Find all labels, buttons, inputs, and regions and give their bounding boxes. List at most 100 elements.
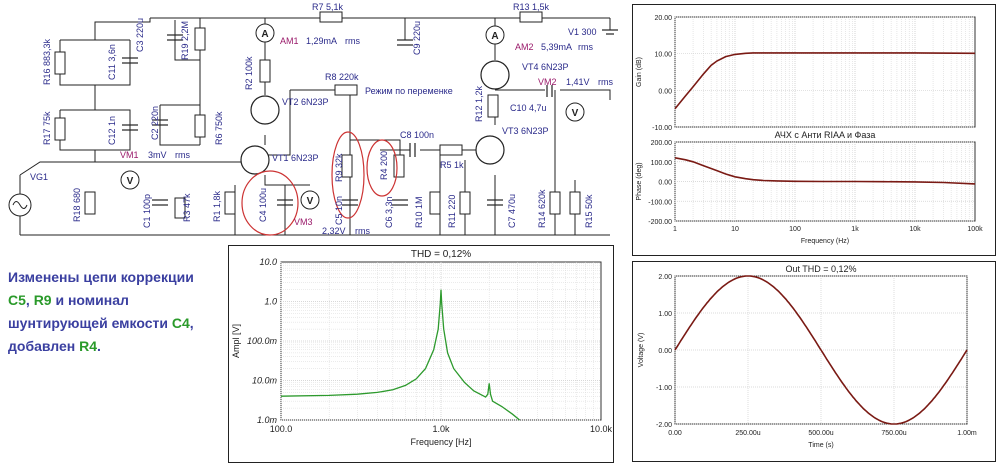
correction-note: Изменены цепи коррекции C5, R9 и номинал…	[8, 266, 223, 358]
note-r4: R4	[79, 338, 98, 354]
x-tick-label: 1.00m	[957, 430, 977, 437]
note-line-4: добавлен R4.	[8, 335, 223, 358]
phase-series-line	[674, 157, 976, 185]
y-tick-label: 1.00	[658, 311, 672, 318]
y-axis-label: Ampl [V]	[231, 324, 241, 358]
output-panel: 0.00 250.00u 500.00u 750.00u 1.00m 2.00 1.00 0.…	[632, 261, 996, 462]
x-tick-label: 100k	[967, 226, 983, 233]
note-c4: C4	[171, 315, 190, 331]
label-r13: R13 1,5k	[513, 2, 550, 12]
y-tick-label: -1.00	[656, 385, 672, 392]
thd-spectrum-chart: 100.0 1.0k 10.0k 10.0 1.0 100.0m 10.0m 1.0m THD …	[231, 249, 613, 447]
label-c6: C6 3,3n	[384, 196, 394, 228]
label-vm1: VM1	[120, 150, 139, 160]
note-dot: .	[97, 338, 101, 354]
x-tick-label: 100	[789, 226, 801, 233]
thd-spectrum-panel: 100.0 1.0k 10.0k 10.0 1.0 100.0m 10.0m 1.0m THD …	[228, 245, 614, 463]
x-tick-label: 10	[731, 226, 739, 233]
x-tick-label: 1	[673, 226, 677, 233]
label-c2: C2 220n	[150, 106, 160, 140]
x-tick-label: 250.00u	[735, 430, 760, 437]
y-axis-label: Voltage (V)	[638, 333, 645, 368]
label-vm2: VM2	[538, 77, 557, 87]
highlight-r4	[366, 139, 398, 197]
vm2-glyph: V	[572, 108, 579, 119]
label-v1: V1 300	[568, 27, 597, 37]
label-am1: AM1	[280, 36, 299, 46]
note-line-3-text: шунтирующей емкости	[8, 315, 168, 331]
am1-glyph: A	[261, 29, 268, 40]
y-tick-label: -2.00	[656, 422, 672, 429]
label-r18: R18 680	[72, 188, 82, 222]
highlight-r9-c5	[331, 131, 365, 219]
note-line-2-rest: и номинал	[51, 292, 129, 308]
label-r16: R16 883,3k	[42, 38, 52, 85]
label-c7: C7 470u	[507, 194, 517, 228]
output-series-line	[674, 275, 968, 425]
label-r19: R19 2,2M	[180, 21, 190, 60]
label-vg1: VG1	[30, 172, 48, 182]
gain-y-tick-label: -10.00	[652, 125, 672, 132]
label-am2: AM2	[515, 42, 534, 52]
label-c4: C4 100u	[258, 188, 268, 222]
label-vm3-unit: rms	[355, 226, 370, 236]
label-am2-unit: rms	[578, 42, 593, 52]
bode-title: АЧХ с Анти RIAA и Фаза	[775, 130, 876, 140]
label-r5: R5 1k	[440, 160, 464, 170]
x-axis-label: Time (s)	[808, 442, 833, 449]
phase-y-tick-label: 200.00	[651, 140, 673, 147]
sine-source-icon	[12, 201, 28, 209]
gain-y-tick-label: 20.00	[654, 15, 672, 22]
label-r11: R11 220	[447, 195, 457, 228]
label-r4: R4 200	[379, 151, 389, 180]
label-vt4: VT4 6N23P	[522, 62, 569, 72]
label-r1: R1 1,8k	[212, 190, 222, 222]
label-vt1: VT1 6N23P	[272, 153, 319, 163]
label-r2: R2 100k	[244, 56, 254, 90]
label-mode: Режим по переменке	[365, 86, 453, 96]
gain-y-axis-label: Gain (dB)	[636, 57, 643, 87]
y-tick-label: 10.0	[259, 257, 277, 267]
label-am1-value: 1,29mA	[306, 36, 337, 46]
phase-y-tick-label: -200.00	[648, 219, 672, 226]
label-r10: R10 1M	[414, 196, 424, 228]
x-tick-label: 1k	[851, 226, 859, 233]
label-c9: C9 220u	[412, 21, 422, 55]
x-tick-label: 750.00u	[881, 430, 906, 437]
label-vm2-value: 1,41V	[566, 77, 590, 87]
label-r9: R9 32k	[334, 153, 344, 182]
y-tick-label: 10.0m	[252, 376, 278, 386]
label-r15: R15 50k	[584, 194, 594, 228]
label-c5: C5 10n	[334, 196, 344, 225]
chart-title: Out THD = 0,12%	[785, 264, 856, 274]
spectrum-series-line	[280, 289, 521, 421]
label-r6: R6 750k	[214, 111, 224, 145]
x-tick-label: 10k	[909, 226, 921, 233]
note-line-4-text: добавлен	[8, 338, 76, 354]
label-vt3: VT3 6N23P	[502, 126, 549, 136]
y-tick-label: 1.0	[264, 297, 277, 307]
note-r9: R9	[33, 292, 52, 308]
label-r7: R7 5,1k	[312, 2, 344, 12]
label-r12: R12 1,2k	[474, 85, 484, 122]
label-r14: R14 620k	[537, 189, 547, 228]
label-vm3-value: 2,32V	[322, 226, 346, 236]
label-c8: C8 100n	[400, 130, 434, 140]
label-c1: C1 100p	[142, 194, 152, 228]
highlight-c4	[241, 170, 299, 236]
y-tick-label: 0.00	[658, 348, 672, 355]
phase-y-axis-label: Phase (deg)	[636, 162, 643, 200]
gain-y-tick-label: 10.00	[654, 52, 672, 59]
x-tick-label: 1.0k	[432, 424, 450, 434]
y-tick-label: 1.0m	[257, 415, 278, 425]
phase-y-tick-label: -100.00	[648, 199, 672, 206]
label-vm2-unit: rms	[598, 77, 613, 87]
x-axis-label: Frequency [Hz]	[410, 437, 471, 447]
label-vm1-value: 3mV	[148, 150, 167, 160]
chart-title: THD = 0,12%	[411, 249, 471, 260]
x-axis-label: Frequency (Hz)	[801, 238, 849, 245]
note-comma-2: ,	[189, 315, 194, 331]
label-r8: R8 220k	[325, 72, 359, 82]
label-c12: C12 1n	[107, 116, 117, 145]
